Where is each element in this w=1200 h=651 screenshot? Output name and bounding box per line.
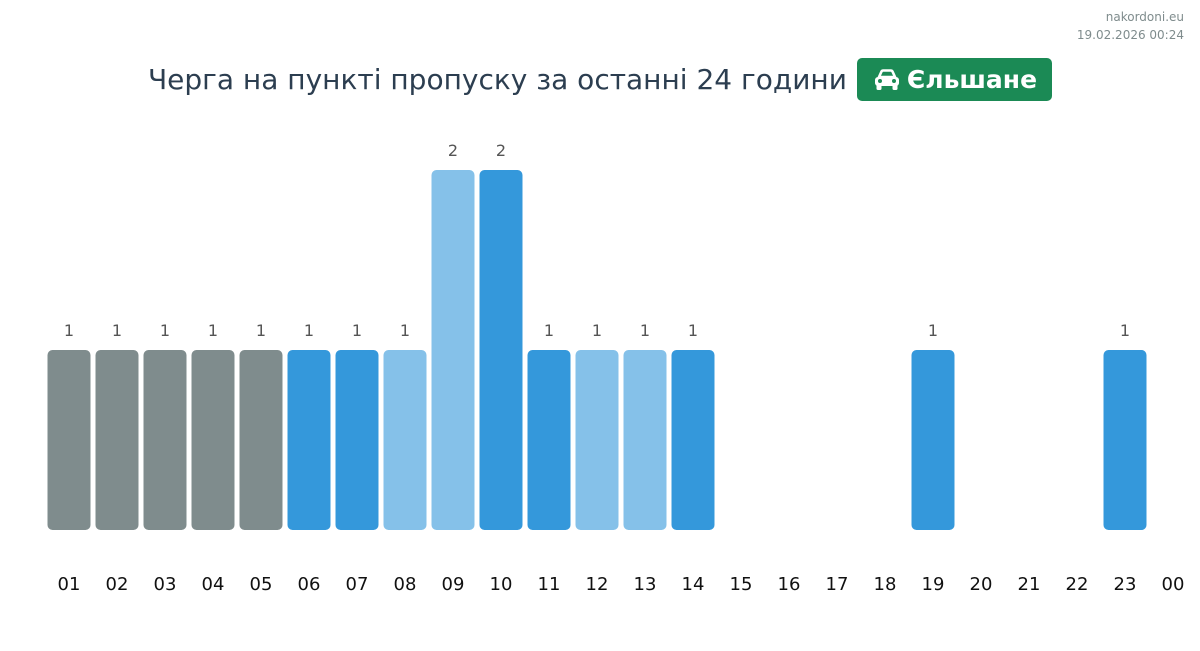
- x-tick-20: 20: [970, 574, 993, 595]
- x-tick-13: 13: [634, 574, 657, 595]
- x-tick-18: 18: [874, 574, 897, 595]
- value-label-10: 2: [496, 141, 506, 160]
- x-tick-05: 05: [250, 574, 273, 595]
- bar-10: [479, 170, 523, 530]
- value-label-12: 1: [592, 321, 602, 340]
- value-label-06: 1: [304, 321, 314, 340]
- value-label-09: 2: [448, 141, 458, 160]
- value-label-03: 1: [160, 321, 170, 340]
- value-label-13: 1: [640, 321, 650, 340]
- bar-05: [239, 350, 283, 530]
- bar-02: [95, 350, 139, 530]
- x-tick-14: 14: [682, 574, 705, 595]
- x-tick-02: 02: [106, 574, 129, 595]
- bar-11: [527, 350, 571, 530]
- x-tick-06: 06: [298, 574, 321, 595]
- value-label-23: 1: [1120, 321, 1130, 340]
- bar-04: [191, 350, 235, 530]
- bar-23: [1103, 350, 1147, 530]
- value-label-07: 1: [352, 321, 362, 340]
- checkpoint-badge: Єльшане: [856, 58, 1053, 101]
- car-icon: [874, 68, 899, 90]
- value-label-14: 1: [688, 321, 698, 340]
- x-tick-04: 04: [202, 574, 225, 595]
- x-tick-22: 22: [1066, 574, 1089, 595]
- site-name: nakordoni.eu: [1105, 10, 1184, 24]
- timestamp: 19.02.2026 00:24: [1076, 28, 1184, 42]
- x-tick-12: 12: [586, 574, 609, 595]
- bar-03: [143, 350, 187, 530]
- x-tick-19: 19: [922, 574, 945, 595]
- x-tick-11: 11: [538, 574, 561, 595]
- x-tick-10: 10: [490, 574, 513, 595]
- x-tick-23: 23: [1114, 574, 1137, 595]
- bar-14: [671, 350, 715, 530]
- value-label-02: 1: [112, 321, 122, 340]
- x-tick-15: 15: [730, 574, 753, 595]
- x-tick-09: 09: [442, 574, 465, 595]
- value-label-04: 1: [208, 321, 218, 340]
- bar-09: [431, 170, 475, 530]
- value-label-05: 1: [256, 321, 266, 340]
- chart-title: Черга на пункті пропуску за останні 24 г…: [147, 63, 847, 96]
- x-tick-08: 08: [394, 574, 417, 595]
- x-tick-03: 03: [154, 574, 177, 595]
- x-tick-17: 17: [826, 574, 849, 595]
- bar-07: [335, 350, 379, 530]
- value-label-11: 1: [544, 321, 554, 340]
- bar-01: [47, 350, 91, 530]
- x-tick-07: 07: [346, 574, 369, 595]
- x-tick-00: 00: [1162, 574, 1185, 595]
- value-label-19: 1: [928, 321, 938, 340]
- value-label-01: 1: [64, 321, 74, 340]
- bar-08: [383, 350, 427, 530]
- header: Черга на пункті пропуску за останні 24 г…: [0, 58, 1200, 101]
- bar-06: [287, 350, 331, 530]
- x-tick-01: 01: [58, 574, 81, 595]
- x-tick-21: 21: [1018, 574, 1041, 595]
- checkpoint-name: Єльшане: [906, 65, 1038, 94]
- watermark: nakordoni.eu 19.02.2026 00:24: [1077, 8, 1184, 44]
- bar-13: [623, 350, 667, 530]
- bar-12: [575, 350, 619, 530]
- value-label-08: 1: [400, 321, 410, 340]
- x-tick-16: 16: [778, 574, 801, 595]
- bar-19: [911, 350, 955, 530]
